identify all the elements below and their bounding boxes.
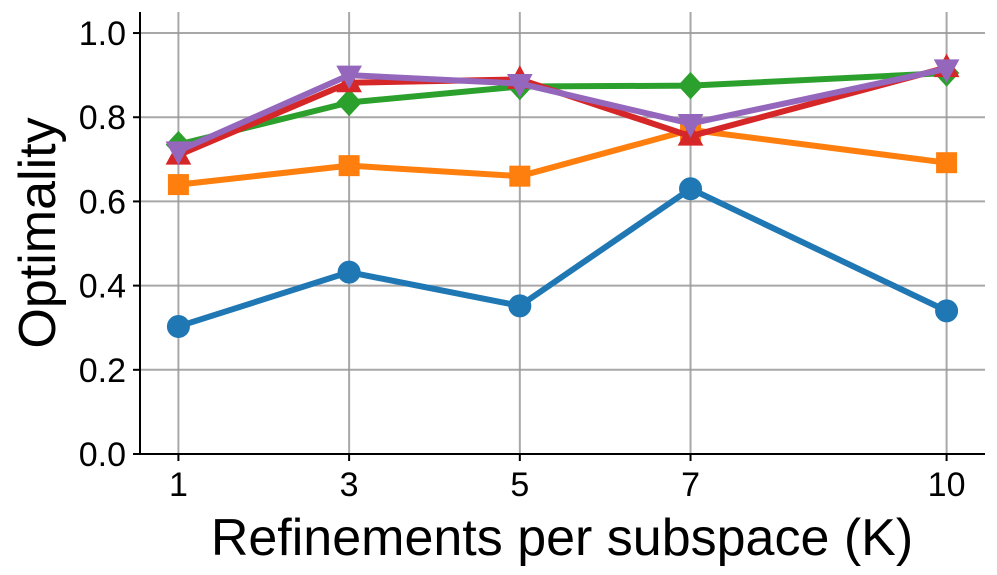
data-point <box>677 71 704 100</box>
data-point <box>936 152 958 174</box>
data-point <box>679 177 703 201</box>
data-point <box>509 165 531 187</box>
data-point <box>165 141 192 165</box>
data-point <box>508 294 532 318</box>
y-tick-label: 1.0 <box>79 15 126 53</box>
x-tick-label: 3 <box>340 466 359 504</box>
y-tick-label: 0.6 <box>79 183 126 221</box>
series-2 <box>167 119 958 196</box>
series-1 <box>166 177 959 338</box>
axes <box>139 12 985 455</box>
y-tick-label: 0.4 <box>79 268 126 306</box>
data-point <box>336 88 362 117</box>
tick-labels: 1 3 5 7 10 0.0 0.2 0.4 0.6 0.8 1.0 <box>79 15 966 504</box>
x-tick-label: 1 <box>169 466 188 504</box>
series-layer <box>165 53 960 338</box>
data-point <box>935 299 959 323</box>
x-tick-label: 5 <box>510 466 529 504</box>
data-point <box>338 155 360 177</box>
x-tick-label: 10 <box>928 466 966 504</box>
data-point <box>933 59 960 83</box>
y-tick-label: 0.8 <box>79 99 126 137</box>
data-point <box>677 114 704 138</box>
y-tick-label: 0.0 <box>79 436 126 474</box>
x-tick-label: 7 <box>681 466 700 504</box>
x-axis-label: Refinements per subspace (K) <box>211 509 913 567</box>
data-point <box>167 174 189 196</box>
data-point <box>336 65 362 90</box>
series-5 <box>165 59 960 165</box>
series-line <box>175 185 950 330</box>
data-point <box>506 74 533 98</box>
y-axis-label: Optimality <box>9 117 67 348</box>
series-line <box>175 126 950 188</box>
data-point <box>166 314 190 338</box>
data-point <box>337 260 361 284</box>
y-tick-label: 0.2 <box>79 352 126 390</box>
